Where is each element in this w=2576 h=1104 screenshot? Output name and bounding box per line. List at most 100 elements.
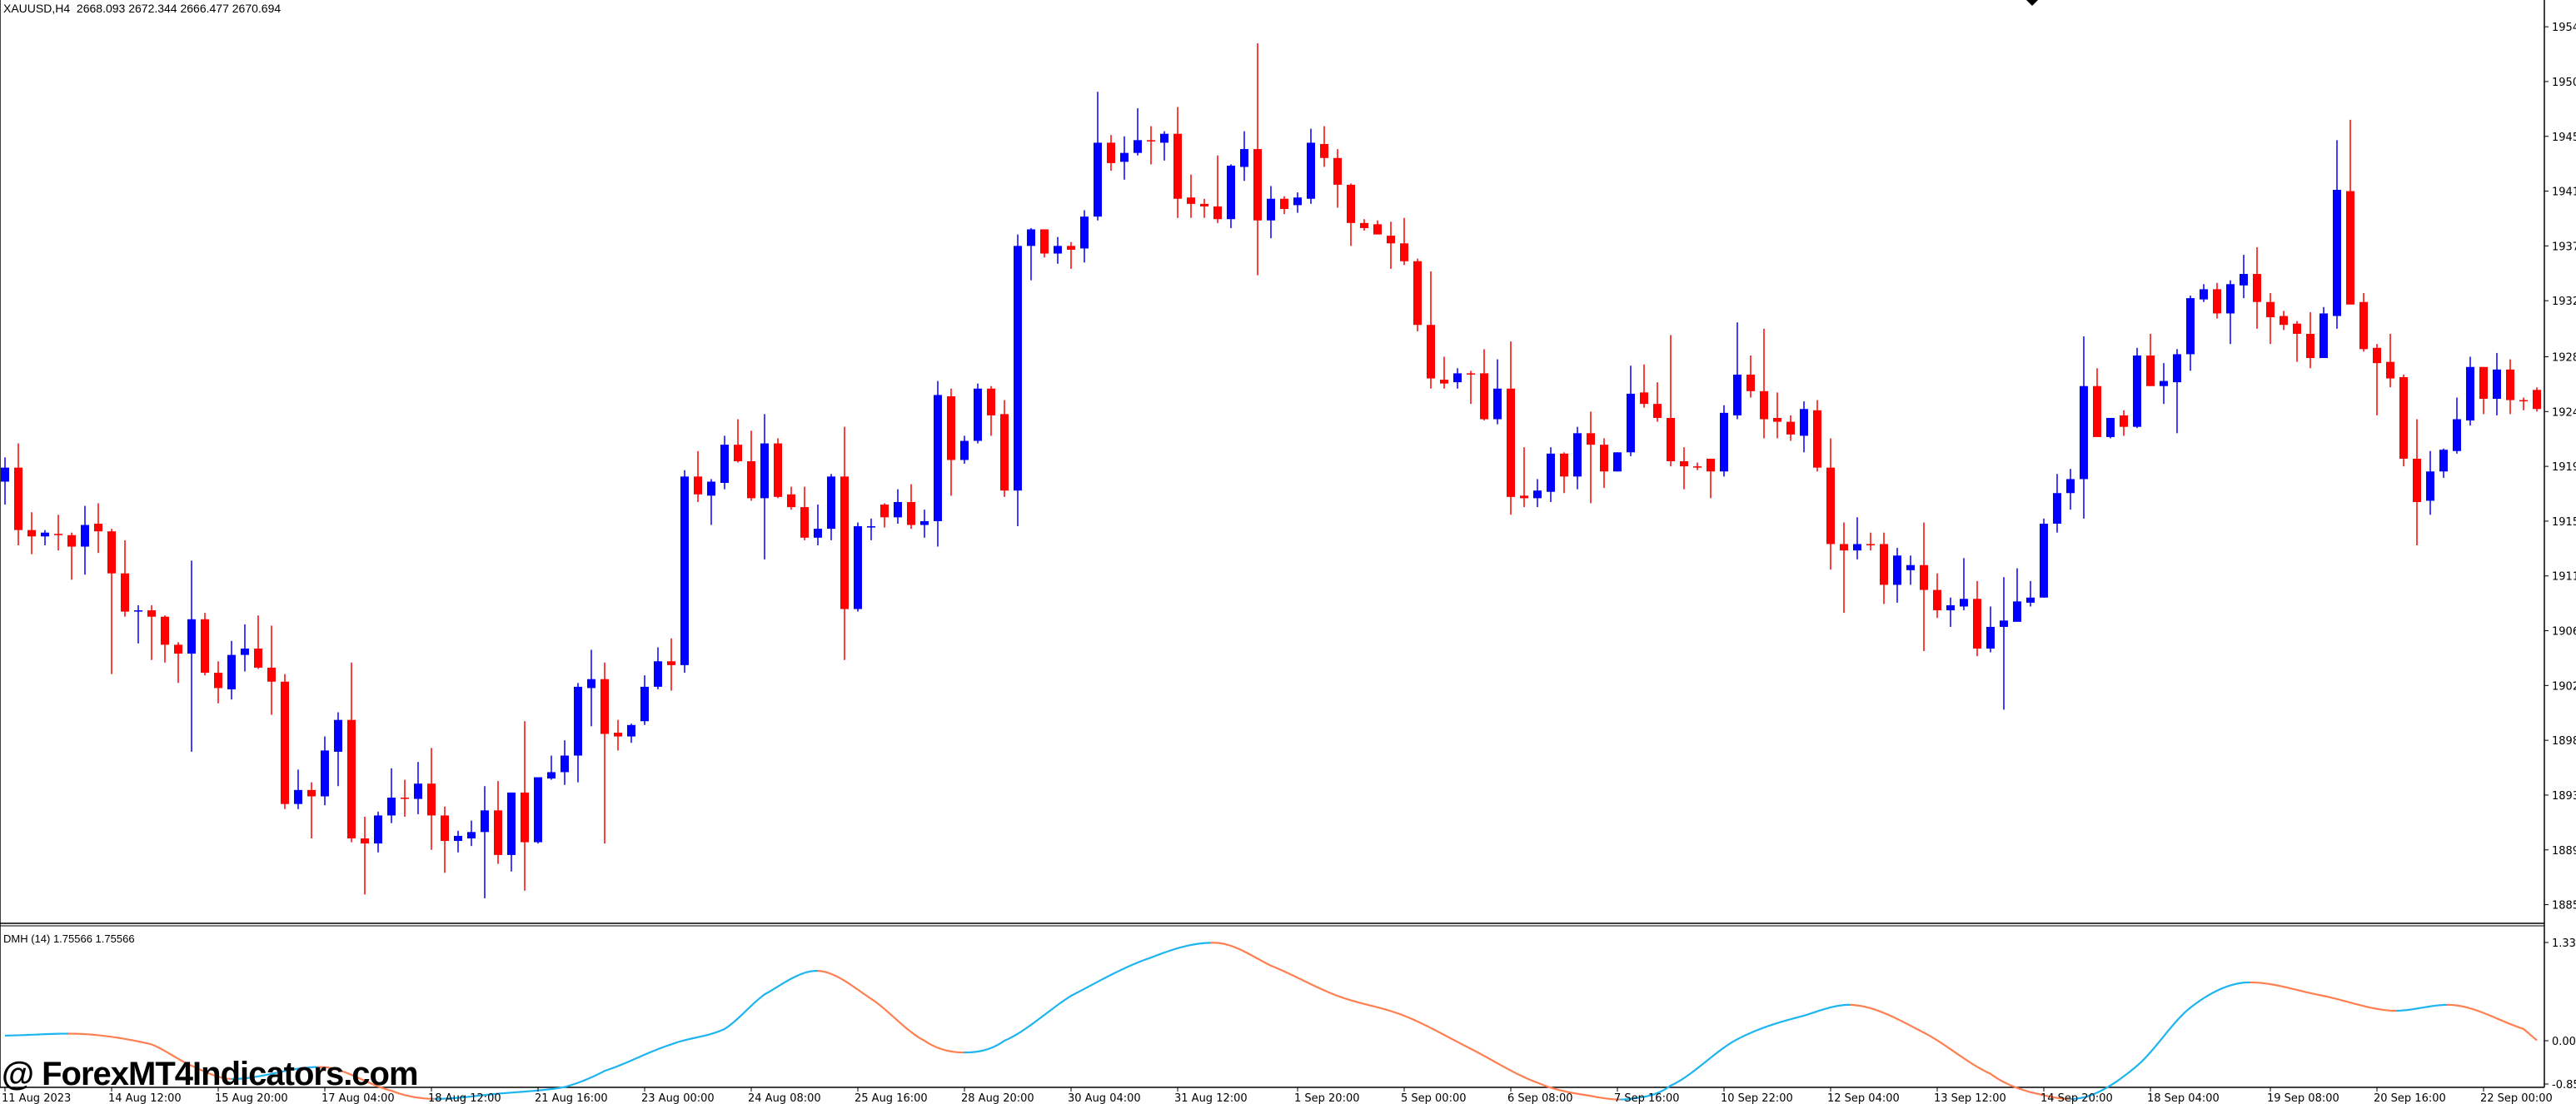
candle[interactable]	[1427, 271, 1435, 389]
candle[interactable]	[427, 748, 436, 850]
candle[interactable]	[1213, 155, 1222, 223]
candle[interactable]	[827, 474, 835, 540]
candle[interactable]	[760, 414, 769, 559]
candle[interactable]	[2026, 580, 2035, 607]
candle[interactable]	[1773, 392, 1781, 439]
candle[interactable]	[1653, 382, 1662, 422]
candle[interactable]	[1147, 126, 1155, 165]
candle[interactable]	[894, 489, 902, 524]
candle[interactable]	[1733, 322, 1741, 420]
candle[interactable]	[507, 792, 516, 872]
price-axis[interactable]: 1954 1950 1945 1941 1937 1932 1928 1924 1919 1915…	[2544, 22, 2576, 913]
candle[interactable]	[227, 640, 236, 700]
candle[interactable]	[147, 604, 156, 660]
candle[interactable]	[187, 560, 196, 752]
candle[interactable]	[720, 435, 729, 490]
candle[interactable]	[1893, 548, 1901, 603]
candle[interactable]	[2466, 356, 2474, 426]
candle[interactable]	[1587, 411, 1595, 504]
candle[interactable]	[1360, 219, 1368, 231]
candle[interactable]	[707, 479, 715, 525]
candle[interactable]	[2053, 474, 2061, 533]
candle[interactable]	[81, 505, 89, 575]
candle[interactable]	[2213, 282, 2221, 319]
candle[interactable]	[1973, 580, 1981, 657]
candle[interactable]	[2000, 577, 2008, 710]
candle[interactable]	[1520, 447, 1528, 508]
candle[interactable]	[1000, 400, 1009, 497]
candle[interactable]	[667, 638, 675, 691]
candle[interactable]	[1054, 236, 1062, 264]
candle[interactable]	[281, 674, 289, 809]
candle[interactable]	[2266, 292, 2275, 345]
candle[interactable]	[1573, 426, 1582, 490]
candle[interactable]	[627, 724, 635, 743]
candle[interactable]	[694, 450, 702, 502]
candle[interactable]	[614, 719, 622, 751]
candle[interactable]	[800, 486, 809, 540]
candle[interactable]	[854, 522, 862, 612]
candle[interactable]	[1094, 92, 1102, 221]
candle[interactable]	[2333, 140, 2341, 329]
candle[interactable]	[654, 647, 662, 689]
candle[interactable]	[1307, 128, 1315, 204]
candle[interactable]	[454, 830, 462, 853]
candle[interactable]	[960, 435, 969, 465]
candle[interactable]	[174, 642, 182, 684]
candle[interactable]	[974, 383, 982, 444]
candle[interactable]	[67, 532, 76, 580]
candle[interactable]	[1227, 164, 1235, 228]
candle[interactable]	[334, 712, 342, 787]
candle[interactable]	[2253, 246, 2261, 329]
candle[interactable]	[294, 769, 302, 809]
candle[interactable]	[1680, 447, 1688, 490]
candle[interactable]	[2106, 417, 2115, 439]
candle[interactable]	[1627, 366, 1635, 456]
candle[interactable]	[1613, 452, 1622, 472]
candle[interactable]	[414, 762, 422, 814]
candle[interactable]	[2120, 410, 2128, 436]
candle[interactable]	[680, 470, 689, 674]
candle[interactable]	[214, 661, 222, 704]
candle[interactable]	[107, 529, 116, 674]
candle[interactable]	[2173, 349, 2181, 434]
chart-shift-marker-icon[interactable]	[2026, 0, 2038, 6]
candle[interactable]	[1253, 43, 1262, 276]
candle[interactable]	[840, 426, 849, 660]
candle[interactable]	[534, 777, 542, 844]
candle[interactable]	[1840, 522, 1848, 614]
candle[interactable]	[1107, 135, 1115, 172]
candle[interactable]	[94, 503, 102, 554]
candle[interactable]	[1067, 241, 1075, 269]
candle[interactable]	[14, 443, 22, 546]
candle[interactable]	[1040, 229, 1049, 258]
candle[interactable]	[2493, 352, 2501, 415]
price-panel[interactable]	[0, 0, 2545, 1088]
candle[interactable]	[441, 806, 449, 873]
candle[interactable]	[2373, 344, 2381, 415]
candle[interactable]	[1960, 558, 1968, 611]
candle[interactable]	[2359, 292, 2368, 352]
candle[interactable]	[401, 779, 409, 817]
candle[interactable]	[2093, 368, 2101, 437]
candle[interactable]	[374, 811, 382, 853]
candle[interactable]	[134, 604, 142, 644]
candle[interactable]	[1200, 198, 1208, 218]
candle[interactable]	[1014, 234, 1022, 527]
candle[interactable]	[1480, 349, 1488, 421]
candle[interactable]	[1320, 126, 1328, 167]
candle[interactable]	[2080, 336, 2088, 519]
candle[interactable]	[41, 530, 49, 546]
candle[interactable]	[1080, 210, 1089, 263]
candle[interactable]	[1826, 438, 1835, 570]
candle[interactable]	[1986, 606, 1995, 653]
candle[interactable]	[1693, 462, 1702, 470]
candle[interactable]	[1333, 149, 1342, 208]
candle[interactable]	[1533, 479, 1542, 508]
candle[interactable]	[1440, 356, 1448, 389]
candle[interactable]	[54, 515, 62, 551]
candle[interactable]	[1920, 522, 1928, 652]
candle[interactable]	[1547, 447, 1555, 502]
candle[interactable]	[1813, 400, 1821, 472]
candle[interactable]	[1173, 107, 1182, 218]
